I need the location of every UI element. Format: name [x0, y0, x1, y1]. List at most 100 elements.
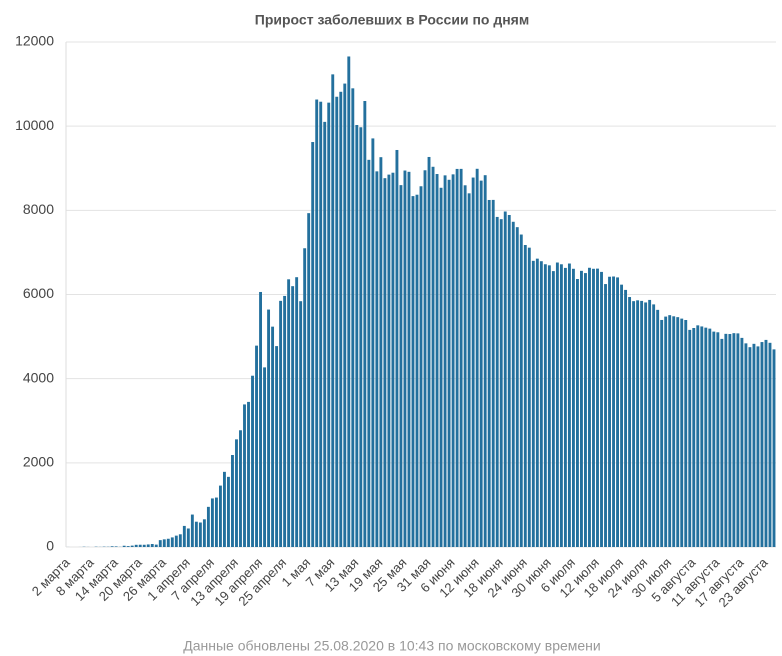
bar: [407, 171, 411, 547]
bar: [331, 74, 335, 547]
y-tick-label: 6000: [23, 285, 54, 301]
bar: [303, 248, 307, 547]
bar: [271, 326, 275, 547]
bar: [475, 168, 479, 547]
bar: [592, 268, 595, 547]
bar: [676, 317, 680, 547]
bar: [688, 329, 692, 547]
bar: [283, 295, 287, 547]
bar: [664, 316, 668, 547]
bar: [275, 346, 279, 547]
bar: [555, 262, 559, 547]
bar: [411, 196, 415, 547]
bar: [427, 156, 431, 547]
bar: [764, 339, 768, 547]
bar: [190, 514, 194, 547]
bar: [267, 309, 271, 547]
bar: [391, 172, 395, 548]
bar: [728, 334, 732, 547]
bar: [251, 375, 254, 547]
bar: [299, 301, 303, 547]
bar: [210, 498, 214, 547]
bar: [547, 265, 551, 547]
bar: [660, 319, 664, 547]
bar: [535, 258, 539, 547]
bar: [247, 401, 250, 547]
bar: [768, 342, 772, 547]
bar: [239, 430, 242, 547]
bar: [612, 276, 615, 547]
bar: [608, 276, 611, 547]
bar: [223, 471, 226, 547]
bar: [584, 273, 587, 547]
bar: [515, 227, 519, 547]
bar: [335, 96, 339, 547]
bar: [387, 174, 391, 547]
chart-title: Прирост заболевших в России по дням: [255, 12, 529, 28]
bar: [202, 519, 206, 547]
bar: [146, 544, 150, 547]
y-tick-label: 2000: [23, 454, 54, 470]
bar: [182, 525, 186, 547]
bar: [291, 286, 295, 547]
bar: [696, 325, 700, 547]
bar: [114, 546, 118, 547]
y-tick-label: 4000: [23, 369, 54, 385]
bar: [383, 178, 387, 547]
y-tick-label: 0: [46, 538, 54, 554]
bar: [704, 327, 708, 547]
bar: [563, 267, 567, 547]
bar: [507, 215, 511, 547]
bar: [720, 338, 724, 547]
bar: [403, 170, 407, 547]
bar: [567, 263, 571, 547]
bar: [716, 332, 720, 547]
bar: [732, 333, 736, 547]
bar: [487, 199, 491, 547]
bar: [363, 101, 367, 548]
bar: [712, 331, 716, 547]
bar: [194, 521, 198, 547]
bar: [499, 219, 503, 547]
bar: [379, 157, 383, 548]
bar: [311, 142, 315, 547]
bar: [736, 333, 740, 547]
update-note: Данные обновлены 25.08.2020 в 10:43 по м…: [183, 638, 600, 654]
bar: [359, 127, 363, 547]
bar: [327, 102, 331, 547]
bar: [511, 221, 515, 547]
bar: [668, 315, 672, 547]
bar: [126, 546, 130, 547]
bar: [447, 179, 451, 548]
bar: [648, 299, 652, 547]
bar: [371, 138, 375, 548]
bar: [624, 289, 628, 547]
bar: [170, 537, 174, 547]
bar: [596, 268, 599, 547]
bar: [166, 538, 170, 547]
bar: [503, 211, 507, 548]
bar: [178, 534, 182, 547]
bar: [110, 546, 114, 547]
bar: [431, 166, 435, 547]
bar: [483, 175, 487, 547]
bar: [259, 291, 262, 547]
bar: [495, 216, 499, 547]
bar: [724, 333, 728, 547]
bar: [255, 345, 258, 547]
bar: [519, 234, 523, 547]
bar: [656, 309, 660, 547]
y-tick-label: 8000: [23, 201, 54, 217]
bar: [138, 544, 142, 547]
bar: [640, 300, 644, 547]
bar: [315, 99, 319, 547]
bar: [467, 193, 471, 547]
bar: [243, 404, 246, 547]
bar: [158, 540, 162, 547]
bar: [375, 171, 379, 547]
bar: [616, 277, 619, 547]
bar: [531, 260, 535, 547]
bar: [628, 297, 632, 547]
bar: [700, 326, 704, 547]
bar: [150, 544, 154, 547]
